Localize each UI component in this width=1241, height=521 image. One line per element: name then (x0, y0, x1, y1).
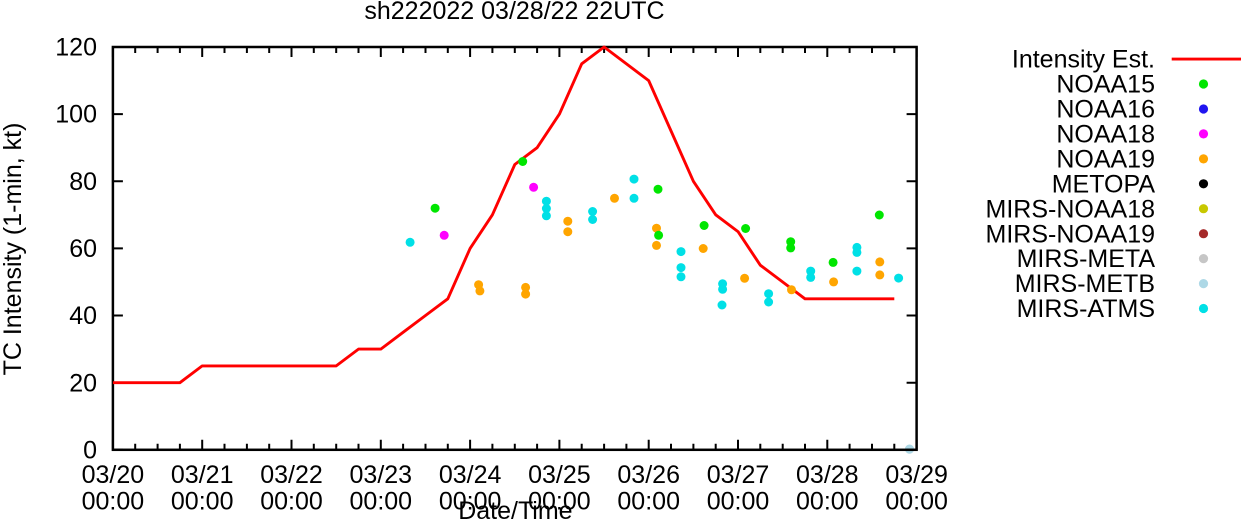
svg-text:NOAA15: NOAA15 (1056, 71, 1155, 99)
svg-text:Date/Time: Date/Time (458, 497, 572, 521)
svg-text:NOAA18: NOAA18 (1056, 121, 1155, 149)
svg-text:MIRS-METB: MIRS-METB (1015, 270, 1155, 298)
svg-text:00:00: 00:00 (82, 488, 145, 516)
svg-text:03/24: 03/24 (439, 461, 502, 489)
svg-text:00:00: 00:00 (707, 488, 770, 516)
svg-text:80: 80 (69, 168, 97, 196)
svg-text:sh222022 03/28/22 22UTC: sh222022 03/28/22 22UTC (364, 0, 664, 25)
svg-text:00:00: 00:00 (796, 488, 859, 516)
svg-text:0: 0 (83, 436, 97, 464)
svg-text:00:00: 00:00 (350, 488, 413, 516)
svg-text:MIRS-META: MIRS-META (1017, 245, 1156, 273)
svg-text:MIRS-ATMS: MIRS-ATMS (1017, 295, 1155, 323)
svg-text:120: 120 (55, 34, 97, 62)
svg-text:00:00: 00:00 (617, 488, 680, 516)
svg-text:00:00: 00:00 (528, 488, 591, 516)
svg-text:03/29: 03/29 (885, 461, 948, 489)
svg-text:METOPA: METOPA (1052, 170, 1156, 198)
svg-text:03/28: 03/28 (796, 461, 859, 489)
svg-text:03/27: 03/27 (707, 461, 770, 489)
svg-text:03/22: 03/22 (260, 461, 323, 489)
svg-text:MIRS-NOAA18: MIRS-NOAA18 (986, 195, 1155, 223)
svg-text:20: 20 (69, 369, 97, 397)
svg-text:03/23: 03/23 (350, 461, 413, 489)
svg-text:00:00: 00:00 (439, 488, 502, 516)
svg-text:Intensity Est.: Intensity Est. (1012, 46, 1155, 74)
svg-text:00:00: 00:00 (885, 488, 948, 516)
svg-text:TC Intensity (1-min, kt): TC Intensity (1-min, kt) (0, 123, 27, 376)
svg-text:60: 60 (69, 235, 97, 263)
svg-text:NOAA19: NOAA19 (1056, 146, 1155, 174)
svg-text:NOAA16: NOAA16 (1056, 96, 1155, 124)
svg-text:00:00: 00:00 (171, 488, 234, 516)
svg-text:00:00: 00:00 (260, 488, 323, 516)
svg-text:03/26: 03/26 (617, 461, 680, 489)
svg-text:03/25: 03/25 (528, 461, 591, 489)
svg-text:03/20: 03/20 (82, 461, 145, 489)
svg-text:03/21: 03/21 (171, 461, 234, 489)
svg-text:100: 100 (55, 101, 97, 129)
svg-text:MIRS-NOAA19: MIRS-NOAA19 (986, 220, 1155, 248)
svg-text:40: 40 (69, 302, 97, 330)
